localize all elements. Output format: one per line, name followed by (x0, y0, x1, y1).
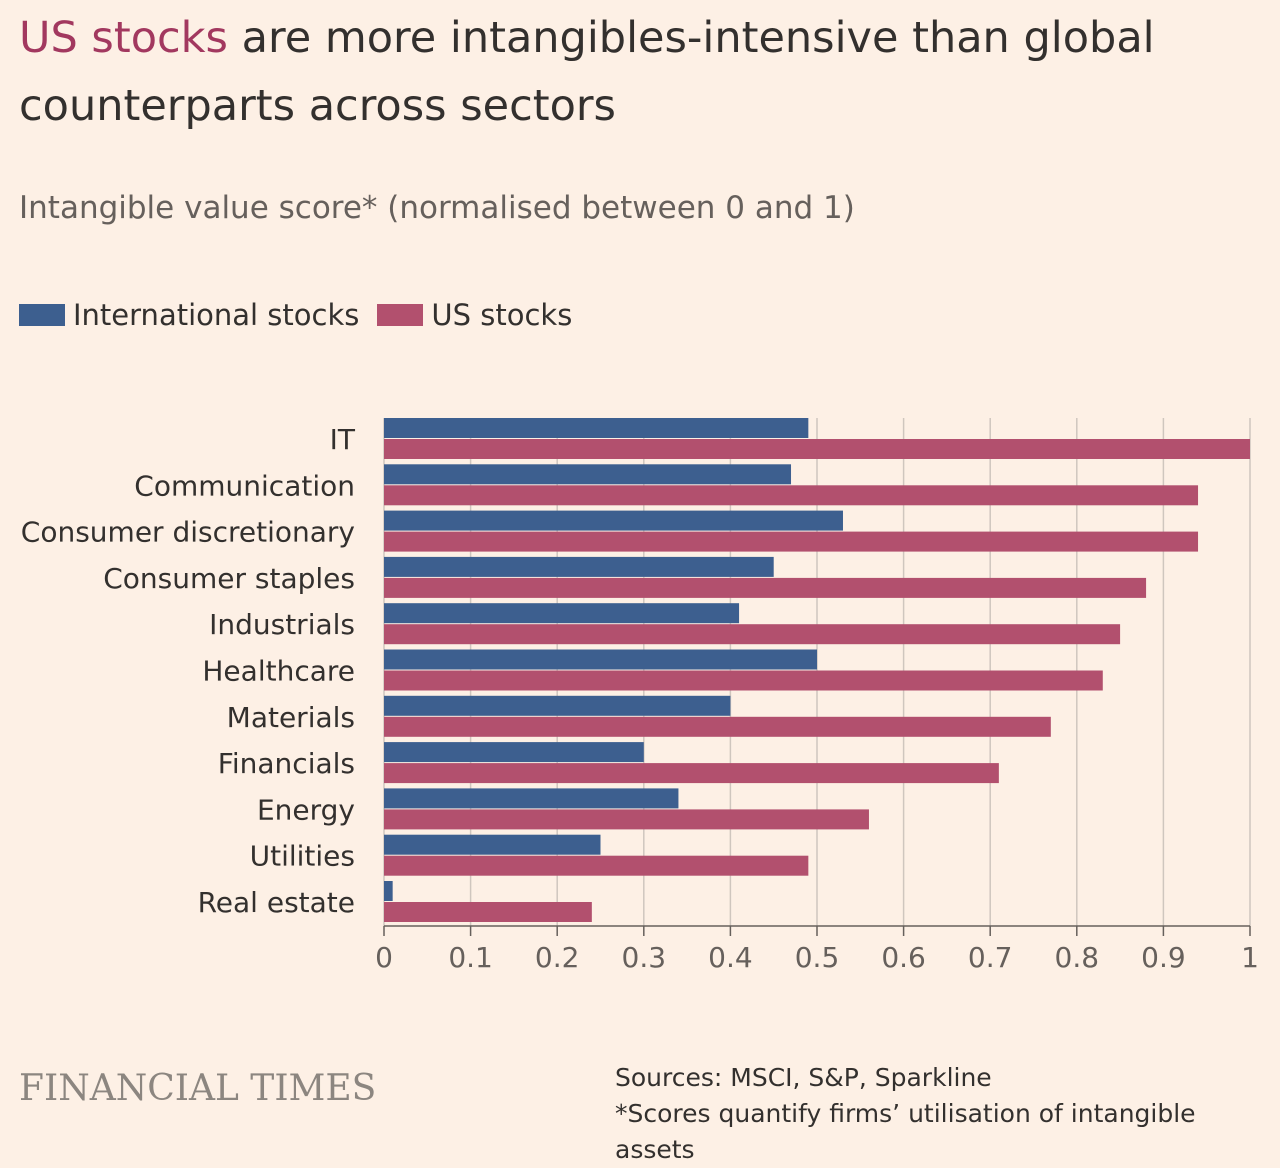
legend-item-international: International stocks (19, 298, 359, 332)
category-label-7: Financials (218, 747, 355, 780)
bar-international-5 (384, 649, 817, 670)
title-rest: are more intangibles-intensive than glob… (19, 13, 1155, 131)
bar-international-6 (384, 695, 731, 716)
bar-international-4 (384, 603, 740, 624)
bar-us-1 (384, 485, 1199, 506)
bar-us-10 (384, 902, 592, 922)
bar-us-9 (384, 855, 809, 876)
title-highlight: US stocks (19, 13, 228, 63)
x-tick-label-7: 0.7 (968, 941, 1013, 974)
category-label-2: Consumer discretionary (21, 516, 355, 549)
legend: International stocks US stocks (19, 298, 590, 332)
legend-label-us: US stocks (431, 298, 573, 332)
sources-text: Sources: MSCI, S&P, Sparkline (615, 1063, 992, 1092)
bar-international-9 (384, 834, 601, 855)
x-tick-label-9: 0.9 (1141, 941, 1186, 974)
category-label-4: Industrials (209, 608, 355, 641)
category-label-9: Utilities (250, 840, 355, 873)
x-tick-label-6: 0.6 (881, 941, 926, 974)
bar-chart: 0 0.1 0.2 0.3 0.4 0.5 0.6 0.7 0.8 0.9 1 IT Communica… (21, 418, 1259, 974)
bar-us-2 (384, 531, 1199, 552)
footer-notes: Sources: MSCI, S&P, Sparkline *Scores qu… (615, 1060, 1280, 1168)
category-label-3: Consumer staples (103, 562, 355, 595)
category-label-6: Materials (227, 701, 355, 734)
bar-us-3 (384, 577, 1147, 598)
bar-us-8 (384, 809, 869, 830)
legend-item-us: US stocks (377, 298, 572, 332)
bar-international-2 (384, 510, 843, 531)
x-tick-label-3: 0.3 (622, 941, 667, 974)
bar-international-8 (384, 788, 679, 809)
x-tick-label-8: 0.8 (1055, 941, 1100, 974)
x-tick-label-10: 1 (1241, 941, 1259, 974)
bar-us-6 (384, 716, 1051, 737)
category-label-10: Real estate (198, 886, 355, 919)
x-tick-label-5: 0.5 (795, 941, 840, 974)
x-tick-label-4: 0.4 (708, 941, 753, 974)
category-label-0: IT (330, 423, 356, 456)
brand-logo: FINANCIAL TIMES (19, 1068, 377, 1109)
bar-international-10 (384, 881, 393, 901)
category-label-5: Healthcare (202, 655, 355, 688)
bar-international-0 (384, 418, 809, 438)
bar-international-3 (384, 556, 774, 577)
x-tick-label-1: 0.1 (448, 941, 493, 974)
bar-us-5 (384, 670, 1103, 691)
bar-us-4 (384, 624, 1121, 645)
legend-label-international: International stocks (73, 298, 360, 332)
footnote-text: *Scores quantify firms’ utilisation of i… (615, 1099, 1196, 1164)
bar-international-1 (384, 464, 792, 485)
chart-title: US stocks are more intangibles-intensive… (19, 4, 1219, 140)
legend-swatch-international (19, 304, 65, 326)
x-tick-label-2: 0.2 (535, 941, 580, 974)
bar-international-7 (384, 742, 644, 763)
category-label-1: Communication (134, 469, 355, 502)
x-tick-label-0: 0 (375, 941, 393, 974)
chart-subtitle: Intangible value score* (normalised betw… (19, 190, 855, 226)
bar-us-7 (384, 763, 999, 784)
legend-swatch-us (377, 304, 424, 326)
category-label-8: Energy (257, 793, 355, 826)
bar-us-0 (384, 439, 1250, 459)
